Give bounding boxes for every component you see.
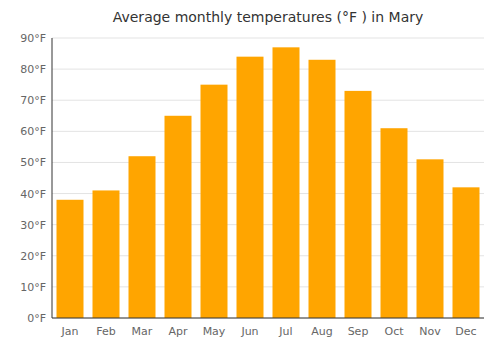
y-tick-label: 0°F xyxy=(27,312,46,325)
bar xyxy=(453,187,480,318)
x-tick-label: Sep xyxy=(348,325,369,338)
bar xyxy=(309,60,336,318)
y-grid xyxy=(52,38,484,318)
bar xyxy=(237,57,264,318)
y-tick-label: 60°F xyxy=(20,125,46,138)
y-axis: 0°F 10°F 20°F 30°F 40°F 50°F 60°F 70°F 80°F 90°F xyxy=(20,32,46,325)
grid-line xyxy=(52,318,484,319)
y-tick-label: 10°F xyxy=(20,281,46,294)
bar xyxy=(93,190,120,318)
y-tick-label: 90°F xyxy=(20,32,46,45)
grid-line xyxy=(52,100,484,101)
y-tick-label: 50°F xyxy=(20,156,46,169)
x-tick-label: Aug xyxy=(311,325,332,338)
bar xyxy=(381,128,408,318)
grid-line xyxy=(52,69,484,70)
y-tick-label: 20°F xyxy=(20,250,46,263)
x-tick-label: Jan xyxy=(61,325,79,338)
x-tick-label: Jul xyxy=(278,325,292,338)
chart-container: Average monthly temperatures (°F ) in Ma… xyxy=(0,0,500,350)
y-tick-label: 70°F xyxy=(20,94,46,107)
x-axis-line xyxy=(52,318,484,319)
y-tick-label: 80°F xyxy=(20,63,46,76)
bar xyxy=(345,91,372,318)
x-tick-label: Feb xyxy=(96,325,115,338)
grid-line xyxy=(52,38,484,39)
bars xyxy=(57,47,480,318)
x-tick-label: Nov xyxy=(419,325,441,338)
y-tick-label: 40°F xyxy=(20,188,46,201)
x-tick-label: May xyxy=(203,325,226,338)
x-tick-label: Oct xyxy=(384,325,404,338)
y-axis-line xyxy=(52,38,53,318)
bar xyxy=(129,156,156,318)
x-axis: Jan Feb Mar Apr May Jun Jul Aug Sep Oct Nov Dec xyxy=(61,325,477,338)
x-tick-label: Apr xyxy=(168,325,188,338)
x-tick-label: Jun xyxy=(240,325,258,338)
grid-line xyxy=(52,131,484,132)
y-tick-label: 30°F xyxy=(20,219,46,232)
title: Average monthly temperatures (°F ) in Ma… xyxy=(113,9,424,25)
x-tick-label: Mar xyxy=(132,325,153,338)
bar xyxy=(201,85,228,318)
bar xyxy=(165,116,192,318)
bar xyxy=(417,159,444,318)
x-tick-label: Dec xyxy=(455,325,476,338)
bar xyxy=(273,47,300,318)
bar xyxy=(57,200,84,318)
chart: Average monthly temperatures (°F ) in Ma… xyxy=(0,0,500,350)
